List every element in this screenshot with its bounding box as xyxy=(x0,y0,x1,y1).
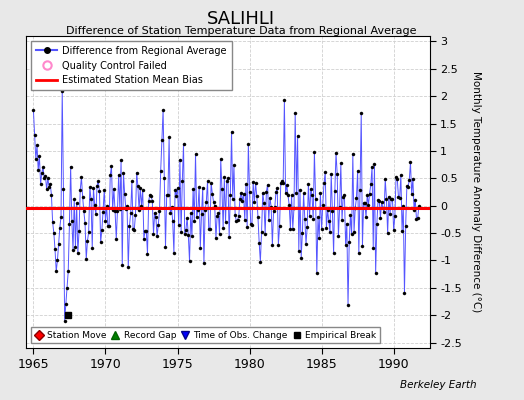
Text: Berkeley Earth: Berkeley Earth xyxy=(400,380,477,390)
Text: Difference of Station Temperature Data from Regional Average: Difference of Station Temperature Data f… xyxy=(66,26,416,36)
Y-axis label: Monthly Temperature Anomaly Difference (°C): Monthly Temperature Anomaly Difference (… xyxy=(471,71,481,313)
Legend: Station Move, Record Gap, Time of Obs. Change, Empirical Break: Station Move, Record Gap, Time of Obs. C… xyxy=(31,327,379,344)
Text: SALIHLI: SALIHLI xyxy=(207,10,275,28)
